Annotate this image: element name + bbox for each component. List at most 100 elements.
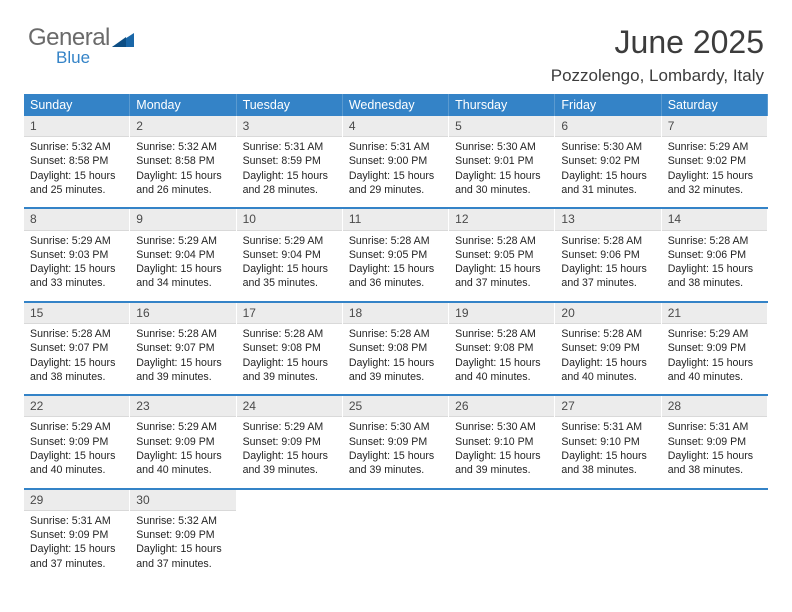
day-cell: 23Sunrise: 5:29 AMSunset: 9:09 PMDayligh… (130, 396, 236, 483)
day-detail: Daylight: 15 hours (349, 262, 442, 276)
day-detail: Daylight: 15 hours (668, 356, 761, 370)
day-detail: and 28 minutes. (243, 183, 336, 197)
day-detail: and 39 minutes. (349, 463, 442, 477)
day-detail: Daylight: 15 hours (349, 449, 442, 463)
day-detail: Sunset: 9:02 PM (561, 154, 654, 168)
day-detail: and 40 minutes. (455, 370, 548, 384)
day-detail: and 29 minutes. (349, 183, 442, 197)
day-detail: Daylight: 15 hours (349, 356, 442, 370)
day-detail: Daylight: 15 hours (30, 542, 123, 556)
day-detail: Daylight: 15 hours (243, 169, 336, 183)
day-detail: Daylight: 15 hours (455, 449, 548, 463)
day-detail: Daylight: 15 hours (30, 449, 123, 463)
day-detail: Sunset: 9:01 PM (455, 154, 548, 168)
day-number: 7 (662, 116, 767, 137)
day-number: 2 (130, 116, 235, 137)
day-detail: Sunrise: 5:28 AM (455, 234, 548, 248)
day-cell: 16Sunrise: 5:28 AMSunset: 9:07 PMDayligh… (130, 303, 236, 390)
day-detail: Daylight: 15 hours (668, 169, 761, 183)
day-number: 5 (449, 116, 554, 137)
day-detail: Sunrise: 5:29 AM (243, 420, 336, 434)
day-detail: and 30 minutes. (455, 183, 548, 197)
day-detail: Daylight: 15 hours (349, 169, 442, 183)
day-detail: Sunset: 8:58 PM (136, 154, 229, 168)
day-cell: 25Sunrise: 5:30 AMSunset: 9:09 PMDayligh… (343, 396, 449, 483)
day-detail: and 37 minutes. (561, 276, 654, 290)
day-cell: 1Sunrise: 5:32 AMSunset: 8:58 PMDaylight… (24, 116, 130, 203)
day-cell: 8 Sunrise: 5:29 AMSunset: 9:03 PMDaylight… (24, 209, 130, 296)
day-detail: Daylight: 15 hours (136, 169, 229, 183)
day-detail: Sunset: 9:02 PM (668, 154, 761, 168)
logo-triangle-icon (112, 31, 134, 47)
day-detail: and 39 minutes. (136, 370, 229, 384)
day-detail: Sunrise: 5:28 AM (668, 234, 761, 248)
day-detail: Sunrise: 5:31 AM (668, 420, 761, 434)
day-detail: Sunset: 9:00 PM (349, 154, 442, 168)
day-detail: Sunset: 9:10 PM (561, 435, 654, 449)
day-detail: Sunset: 9:09 PM (30, 435, 123, 449)
day-detail: and 25 minutes. (30, 183, 123, 197)
day-number: 4 (343, 116, 448, 137)
day-cell: 17Sunrise: 5:28 AMSunset: 9:08 PMDayligh… (237, 303, 343, 390)
day-detail: Daylight: 15 hours (136, 449, 229, 463)
day-detail: Daylight: 15 hours (136, 356, 229, 370)
day-detail: Sunset: 9:09 PM (243, 435, 336, 449)
weekday-header: Thursday (449, 94, 555, 116)
day-detail: and 32 minutes. (668, 183, 761, 197)
day-detail: Daylight: 15 hours (561, 169, 654, 183)
day-detail: Sunrise: 5:30 AM (349, 420, 442, 434)
day-detail: Sunrise: 5:29 AM (30, 234, 123, 248)
empty-cell (555, 490, 661, 577)
day-detail: Sunset: 9:07 PM (136, 341, 229, 355)
day-detail: and 39 minutes. (349, 370, 442, 384)
empty-cell (343, 490, 449, 577)
day-cell: 26Sunrise: 5:30 AMSunset: 9:10 PMDayligh… (449, 396, 555, 483)
day-detail: Daylight: 15 hours (455, 169, 548, 183)
day-detail: Daylight: 15 hours (136, 542, 229, 556)
day-detail: Sunset: 9:09 PM (668, 435, 761, 449)
day-detail: Daylight: 15 hours (136, 262, 229, 276)
day-detail: Daylight: 15 hours (561, 356, 654, 370)
day-detail: Sunrise: 5:31 AM (561, 420, 654, 434)
day-cell: 5Sunrise: 5:30 AMSunset: 9:01 PMDaylight… (449, 116, 555, 203)
day-cell: 13Sunrise: 5:28 AMSunset: 9:06 PMDayligh… (555, 209, 661, 296)
day-cell: 19Sunrise: 5:28 AMSunset: 9:08 PMDayligh… (449, 303, 555, 390)
day-detail: Sunset: 9:08 PM (243, 341, 336, 355)
day-detail: Sunset: 9:09 PM (561, 341, 654, 355)
day-number: 11 (343, 209, 448, 230)
day-detail: and 38 minutes. (561, 463, 654, 477)
day-detail: and 40 minutes. (136, 463, 229, 477)
empty-cell (662, 490, 768, 577)
day-detail: Sunrise: 5:29 AM (30, 420, 123, 434)
day-detail: Daylight: 15 hours (561, 262, 654, 276)
day-detail: and 40 minutes. (561, 370, 654, 384)
day-number: 29 (24, 490, 129, 511)
day-detail: Sunset: 9:06 PM (668, 248, 761, 262)
day-detail: Daylight: 15 hours (30, 262, 123, 276)
day-detail: Sunrise: 5:29 AM (136, 234, 229, 248)
day-number: 8 (24, 209, 129, 230)
day-detail: Daylight: 15 hours (30, 169, 123, 183)
day-number: 6 (555, 116, 660, 137)
day-detail: Sunrise: 5:29 AM (136, 420, 229, 434)
day-detail: Sunset: 9:07 PM (30, 341, 123, 355)
day-cell: 20Sunrise: 5:28 AMSunset: 9:09 PMDayligh… (555, 303, 661, 390)
day-detail: Sunset: 9:10 PM (455, 435, 548, 449)
day-detail: Sunset: 9:04 PM (136, 248, 229, 262)
day-detail: and 26 minutes. (136, 183, 229, 197)
empty-cell (449, 490, 555, 577)
weekday-header: Sunday (24, 94, 130, 116)
day-detail: Sunset: 9:09 PM (30, 528, 123, 542)
day-cell: 9Sunrise: 5:29 AMSunset: 9:04 PMDaylight… (130, 209, 236, 296)
day-detail: Sunset: 9:05 PM (455, 248, 548, 262)
day-cell: 3Sunrise: 5:31 AMSunset: 8:59 PMDaylight… (237, 116, 343, 203)
day-detail: Sunset: 9:09 PM (668, 341, 761, 355)
day-detail: Sunrise: 5:28 AM (455, 327, 548, 341)
day-detail: Sunset: 9:03 PM (30, 248, 123, 262)
day-detail: and 31 minutes. (561, 183, 654, 197)
day-cell: 30Sunrise: 5:32 AMSunset: 9:09 PMDayligh… (130, 490, 236, 577)
day-detail: Sunset: 9:08 PM (349, 341, 442, 355)
day-cell: 10Sunrise: 5:29 AMSunset: 9:04 PMDayligh… (237, 209, 343, 296)
day-detail: and 39 minutes. (243, 370, 336, 384)
day-detail: Sunrise: 5:28 AM (349, 327, 442, 341)
